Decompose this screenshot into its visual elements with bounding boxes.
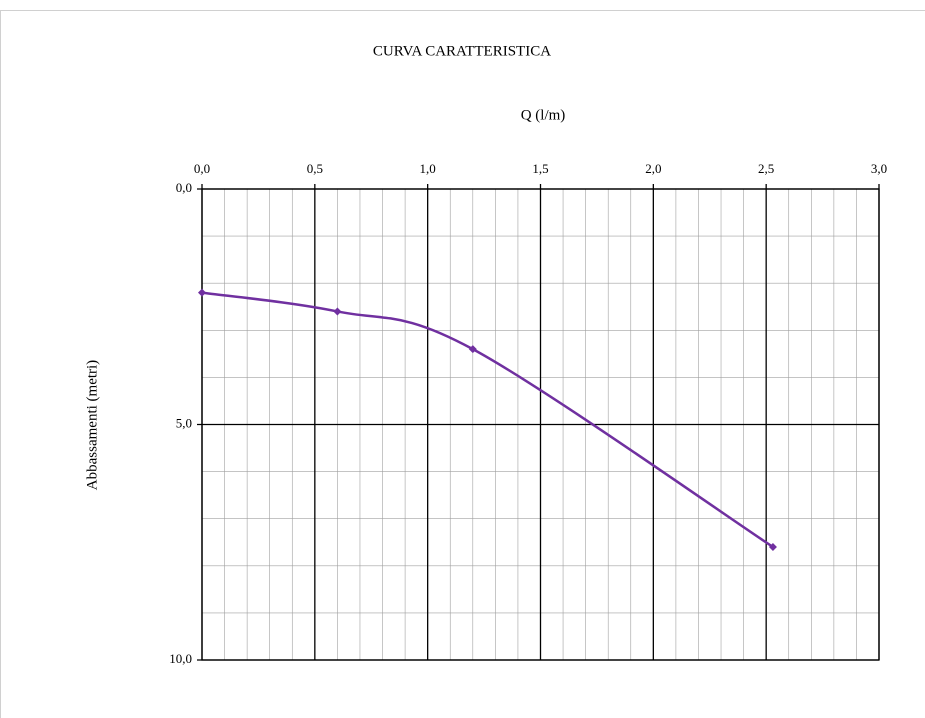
x-tick-label: 2,0 (645, 161, 661, 176)
y-axis-label: Abbassamenti (metri) (84, 360, 100, 490)
x-axis-label: Q (l/m) (521, 107, 566, 123)
x-tick-label: 0,0 (194, 161, 210, 176)
plot-border (201, 188, 880, 661)
chart-title: CURVA CARATTERISTICA (373, 43, 551, 59)
x-tick-label: 0,5 (307, 161, 323, 176)
data-point (198, 288, 206, 297)
y-tick-label: 0,0 (176, 180, 192, 195)
data-point (333, 307, 342, 316)
chart-frame (0, 10, 925, 718)
data-point (768, 542, 777, 551)
y-tick-label: 10,0 (169, 651, 192, 666)
y-tick-label: 5,0 (176, 415, 192, 430)
x-tick-label: 3,0 (871, 161, 887, 176)
x-tick-label: 1,5 (532, 161, 548, 176)
x-tick-label: 1,0 (420, 161, 436, 176)
data-point (468, 345, 477, 354)
data-line (201, 291, 774, 549)
x-tick-label: 2,5 (758, 161, 774, 176)
